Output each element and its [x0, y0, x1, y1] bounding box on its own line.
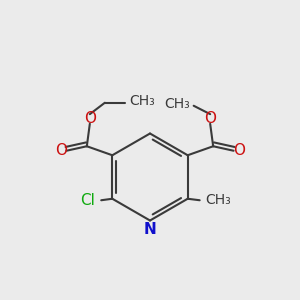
Text: CH₃: CH₃ — [206, 193, 231, 207]
Text: O: O — [204, 111, 216, 126]
Text: O: O — [233, 143, 245, 158]
Text: N: N — [144, 222, 156, 237]
Text: O: O — [84, 111, 96, 126]
Text: Cl: Cl — [80, 193, 95, 208]
Text: CH₃: CH₃ — [164, 97, 190, 111]
Text: CH₃: CH₃ — [129, 94, 154, 108]
Text: O: O — [55, 143, 67, 158]
